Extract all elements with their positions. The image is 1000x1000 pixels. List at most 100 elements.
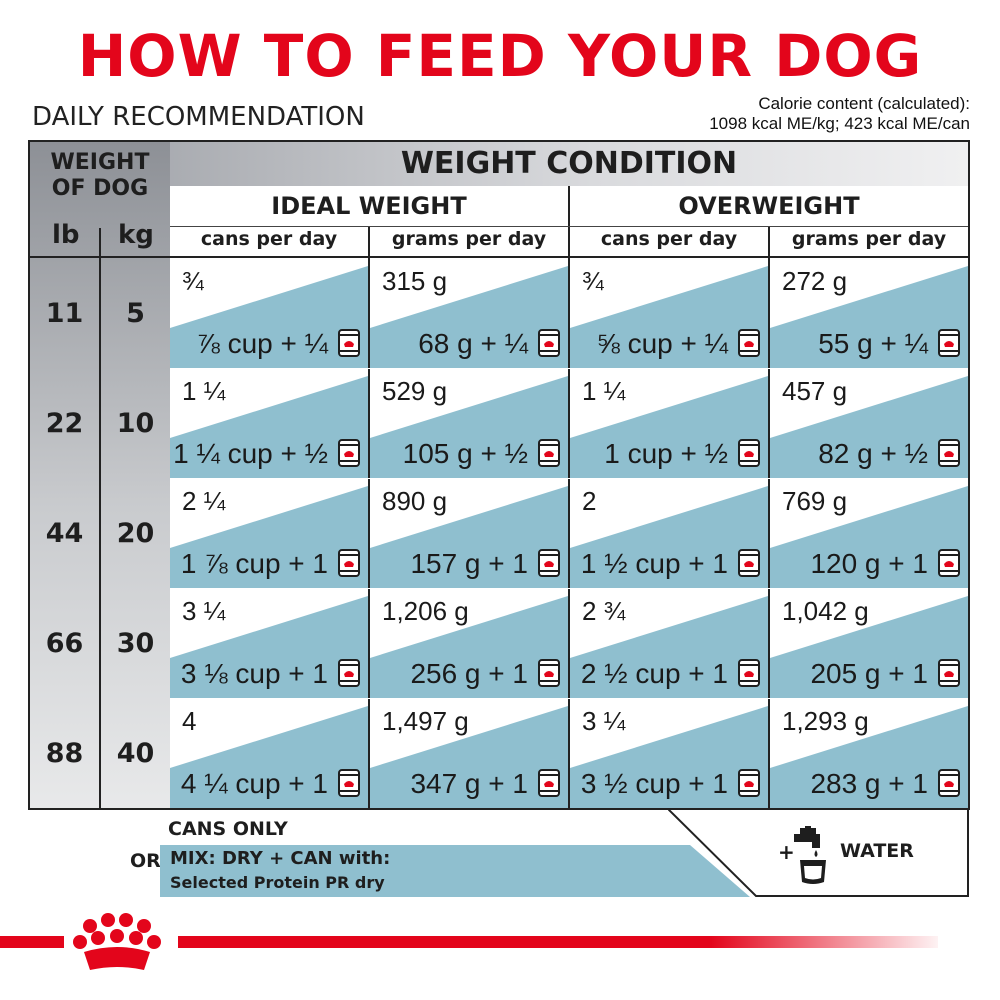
- table-cell: 529 g 105 g + ½: [370, 368, 568, 478]
- table-cell: 769 g 120 g + 1: [770, 478, 968, 588]
- cell-amount-top: 2 ¾: [582, 596, 626, 626]
- cell-diagonal-fill: [770, 266, 968, 368]
- can-icon: [738, 658, 760, 688]
- can-icon: [938, 548, 960, 578]
- cell-amount-top: ¾: [182, 266, 204, 296]
- cell-diagonal-fill: [370, 596, 568, 698]
- cell-diagonal-fill: [770, 706, 968, 808]
- cell-amount-mix: 256 g + 1: [410, 658, 528, 689]
- cell-amount-top: ¾: [582, 266, 604, 296]
- row-weight-kg: 40: [116, 738, 155, 769]
- table-cell: 315 g 68 g + ¼: [370, 258, 568, 368]
- mix-dry-product: Selected Protein PR dry: [170, 873, 385, 892]
- cell-amount-mix: 1 ¼ cup + ½: [173, 438, 328, 469]
- unit-kg: kg: [118, 220, 154, 250]
- cell-diagonal-fill: [570, 596, 768, 698]
- row-weight-kg: 20: [116, 518, 155, 549]
- cell-amount-mix: 2 ½ cup + 1: [580, 658, 728, 689]
- can-icon: [538, 328, 560, 358]
- cell-amount-mix: 55 g + ¼: [818, 328, 928, 359]
- row-divider: [170, 588, 968, 589]
- col-ideal-cans: cans per day: [200, 228, 338, 250]
- lb-kg-divider: [99, 258, 101, 808]
- cell-amount-mix: 347 g + 1: [410, 768, 528, 799]
- table-cell: 1,293 g 283 g + 1: [770, 698, 968, 808]
- can-icon: [938, 658, 960, 688]
- cell-amount-top: 1,497 g: [382, 706, 469, 736]
- cell-amount-mix: 283 g + 1: [810, 768, 928, 799]
- cell-amount-top: 2: [582, 486, 597, 516]
- row-divider: [170, 368, 968, 369]
- cell-amount-top: 3 ¼: [182, 596, 226, 626]
- can-icon: [738, 548, 760, 578]
- weight-condition-header-bg: [30, 142, 968, 186]
- cell-diagonal-fill: [770, 376, 968, 478]
- table-cell: 4 4 ¼ cup + 1: [170, 698, 368, 808]
- cell-amount-mix: 105 g + ½: [402, 438, 528, 469]
- cell-diagonal-fill: [370, 376, 568, 478]
- mix-label: MIX: DRY + CAN with:: [170, 848, 391, 869]
- cell-amount-top: 890 g: [382, 486, 448, 516]
- cell-amount-top: 3 ¼: [582, 706, 626, 736]
- cell-amount-top: 2 ¼: [182, 486, 226, 516]
- cell-amount-mix: 1 cup + ½: [604, 438, 728, 469]
- cell-diagonal-fill: [170, 596, 368, 698]
- cell-amount-top: 315 g: [382, 266, 448, 296]
- can-icon: [738, 328, 760, 358]
- cell-amount-mix: 157 g + 1: [410, 548, 528, 579]
- cell-diagonal-fill: [170, 486, 368, 588]
- cell-amount-mix: 68 g + ¼: [418, 328, 528, 359]
- table-cell: 2 ¾ 2 ½ cup + 1: [570, 588, 768, 698]
- row-weight-lb: 11: [45, 298, 84, 329]
- can-icon: [938, 768, 960, 798]
- can-icon: [338, 438, 360, 468]
- can-icon: [738, 438, 760, 468]
- group-ideal-weight: IDEAL WEIGHT: [271, 192, 467, 220]
- cell-diagonal-fill: [570, 266, 768, 368]
- cell-amount-top: 1,293 g: [782, 706, 869, 736]
- cell-amount-top: 769 g: [782, 486, 848, 516]
- cell-amount-mix: 4 ¼ cup + 1: [180, 768, 328, 799]
- cans-only-label: CANS ONLY: [168, 818, 288, 840]
- cell-diagonal-fill: [570, 486, 768, 588]
- feeding-table: WEIGHT CONDITION WEIGHT OF DOG lb kg IDE…: [28, 140, 970, 810]
- can-icon: [538, 768, 560, 798]
- cell-amount-top: 1 ¼: [582, 376, 626, 406]
- unit-divider: [99, 228, 101, 258]
- cell-amount-mix: ⅝ cup + ¼: [596, 328, 728, 359]
- cell-diagonal-fill: [370, 706, 568, 808]
- water-label: WATER: [840, 840, 914, 862]
- calorie-line-2: 1098 kcal ME/kg; 423 kcal ME/can: [709, 114, 970, 133]
- unit-lb: lb: [52, 220, 80, 250]
- can-icon: [938, 438, 960, 468]
- weight-of-dog-heading: WEIGHT OF DOG: [50, 150, 150, 201]
- table-cell: 3 ¼ 3 ½ cup + 1: [570, 698, 768, 808]
- row-divider: [170, 698, 968, 699]
- col-ideal-grams: grams per day: [391, 228, 547, 250]
- can-icon: [338, 658, 360, 688]
- cell-diagonal-fill: [370, 486, 568, 588]
- cell-amount-top: 1 ¼: [182, 376, 226, 406]
- can-icon: [538, 438, 560, 468]
- footer-red-line-left: [0, 936, 64, 948]
- subheader-divider: [170, 226, 968, 227]
- can-icon: [338, 768, 360, 798]
- cell-amount-mix: 1 ½ cup + 1: [580, 548, 728, 579]
- row-weight-kg: 10: [116, 408, 155, 439]
- cell-amount-mix: ⅞ cup + ¼: [196, 328, 328, 359]
- can-icon: [338, 328, 360, 358]
- table-cell: 1,042 g 205 g + 1: [770, 588, 968, 698]
- header-bottom-line: [30, 256, 968, 258]
- can-icon: [738, 768, 760, 798]
- table-cell: 2 ¼ 1 ⅞ cup + 1: [170, 478, 368, 588]
- col-over-cans: cans per day: [600, 228, 738, 250]
- row-weight-lb: 44: [45, 518, 84, 549]
- cell-amount-top: 529 g: [382, 376, 448, 406]
- mix-band: [160, 845, 750, 897]
- row-weight-lb: 88: [45, 738, 84, 769]
- cell-amount-mix: 3 ½ cup + 1: [580, 768, 728, 799]
- cell-diagonal-fill: [370, 266, 568, 368]
- cell-amount-top: 1,042 g: [782, 596, 869, 626]
- or-label: OR: [130, 850, 161, 872]
- calorie-content: Calorie content (calculated): 1098 kcal …: [709, 94, 970, 134]
